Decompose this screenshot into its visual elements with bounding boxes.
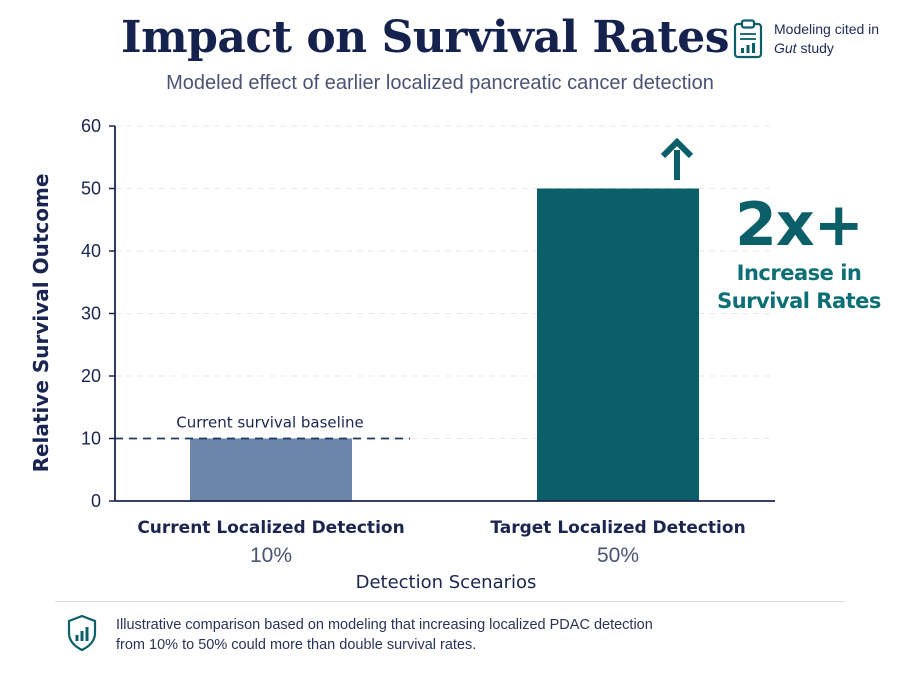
y-tick-label: 0 bbox=[91, 491, 101, 511]
arrow-up-icon bbox=[660, 137, 694, 180]
y-tick-label: 30 bbox=[81, 304, 101, 324]
y-axis-ticks: 0 10 20 30 40 50 60 bbox=[81, 116, 115, 511]
footer-line-1: Illustrative comparison based on modelin… bbox=[116, 617, 653, 633]
axes bbox=[114, 126, 775, 502]
citation-journal: Gut bbox=[774, 40, 797, 56]
citation-suffix: study bbox=[796, 40, 834, 56]
shield-chart-icon bbox=[67, 614, 97, 652]
citation-badge: Modeling cited in Gut study bbox=[732, 18, 897, 64]
bar-target bbox=[537, 188, 699, 501]
y-tick-label: 20 bbox=[81, 366, 101, 386]
y-axis-label: Relative Survival Outcome bbox=[29, 174, 53, 473]
footer-line-2: from 10% to 50% could more than double s… bbox=[116, 637, 477, 653]
category-sublabel: 10% bbox=[250, 544, 292, 567]
citation-line-1: Modeling cited in bbox=[774, 21, 880, 37]
footer-note: Illustrative comparison based on modelin… bbox=[116, 615, 716, 655]
callout-line-1: Increase in bbox=[736, 261, 862, 285]
bar-current bbox=[190, 438, 352, 501]
bars: Current survival baseline bbox=[115, 188, 699, 501]
category-labels: Current Localized Detection 10% Target Loc… bbox=[137, 518, 745, 567]
footer-divider bbox=[55, 601, 845, 602]
category-sublabel: 50% bbox=[597, 544, 639, 567]
category-label: Current Localized Detection bbox=[137, 518, 404, 538]
x-axis-label: Detection Scenarios bbox=[356, 572, 537, 593]
y-tick-label: 50 bbox=[81, 179, 101, 199]
clipboard-chart-icon bbox=[733, 19, 763, 59]
category-label: Target Localized Detection bbox=[490, 518, 745, 538]
y-tick-label: 10 bbox=[81, 429, 101, 449]
citation-text: Modeling cited in Gut study bbox=[774, 20, 879, 58]
citation-line-2: Gut study bbox=[774, 39, 879, 58]
callout-line-2: Survival Rates bbox=[717, 289, 881, 313]
page-subtitle: Modeled effect of earlier localized panc… bbox=[166, 72, 714, 94]
callout-text: Increase in Survival Rates bbox=[704, 259, 894, 315]
y-tick-label: 40 bbox=[81, 241, 101, 261]
y-tick-label: 60 bbox=[81, 116, 101, 136]
page-title: Impact on Survival Rates bbox=[120, 12, 730, 63]
baseline-label: Current survival baseline bbox=[176, 414, 363, 432]
callout-value: 2x+ bbox=[735, 190, 864, 260]
